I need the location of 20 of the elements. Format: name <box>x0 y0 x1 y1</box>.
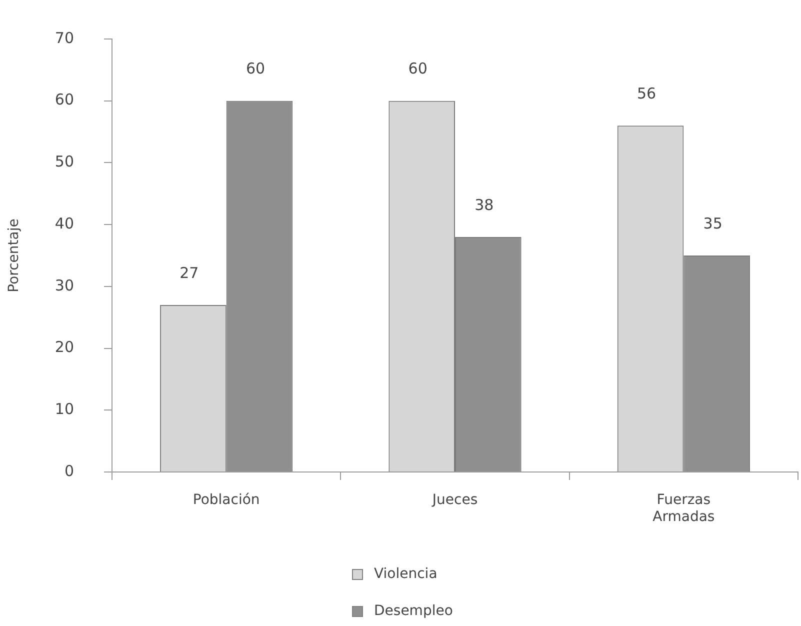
data-label: 56 <box>636 84 656 102</box>
y-axis-title: Porcentaje <box>6 218 22 292</box>
y-tick-label: 40 <box>54 214 74 232</box>
data-label: 60 <box>246 60 266 78</box>
y-tick-label: 60 <box>54 90 74 109</box>
x-tick-label: Jueces <box>431 492 478 508</box>
legend-label: Desempleo <box>374 603 453 620</box>
x-tick-label: Población <box>192 492 260 508</box>
y-tick-label: 20 <box>54 338 74 356</box>
y-tick-label: 0 <box>64 462 74 480</box>
x-tick-label: Fuerzas Armadas <box>652 492 715 525</box>
legend-label: Violencia <box>374 566 438 583</box>
data-label: 35 <box>703 214 722 232</box>
data-label: 60 <box>408 60 428 78</box>
y-tick-label: 30 <box>54 276 74 294</box>
y-tick-label: 70 <box>54 28 74 47</box>
y-tick-label: 50 <box>54 152 74 171</box>
data-label: 27 <box>180 264 199 282</box>
y-tick-label: 10 <box>54 400 74 418</box>
data-label: 38 <box>474 196 494 214</box>
